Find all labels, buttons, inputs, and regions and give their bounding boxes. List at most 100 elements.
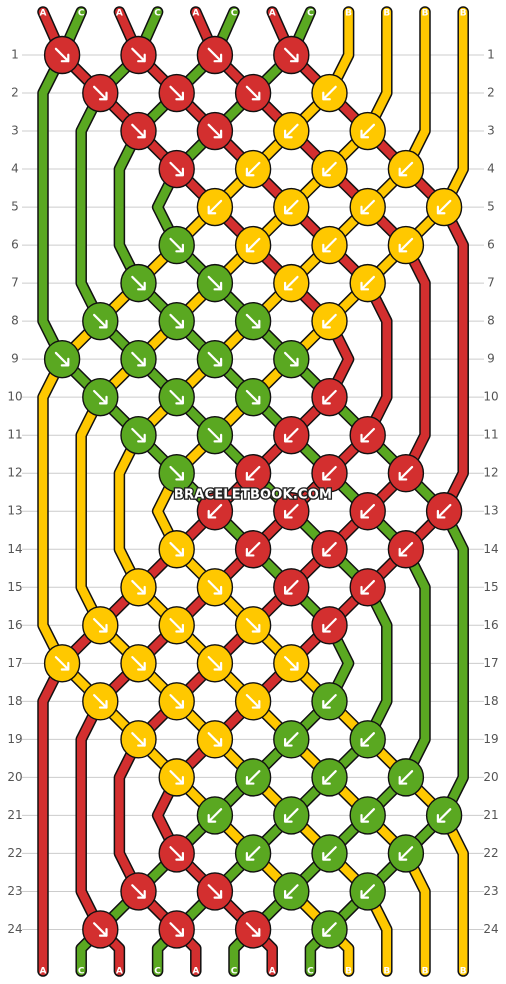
arrow-down-right-icon <box>207 123 223 139</box>
arrow-down-right-icon <box>54 656 70 671</box>
row-number-right: 6 <box>487 238 495 252</box>
knot <box>158 834 195 873</box>
knot <box>425 796 463 835</box>
row-number-left: 17 <box>7 656 22 670</box>
row-number-left: 10 <box>7 390 22 404</box>
arrow-down-left-icon <box>284 808 299 823</box>
arrow-down-right-icon <box>207 579 223 595</box>
arrow-down-right-icon <box>93 85 108 101</box>
row-number-right: 24 <box>483 922 498 936</box>
arrow-down-right-icon <box>207 656 223 671</box>
string-labels: A C A C A C A C B B B B A C A C A C A C B B B B <box>40 9 467 977</box>
knot <box>196 492 234 531</box>
knot <box>387 454 425 493</box>
arrow-down-right-icon <box>169 313 184 329</box>
arrow-down-right-icon <box>93 694 108 709</box>
knot <box>311 910 348 949</box>
row-number-right: 23 <box>483 884 498 898</box>
arrow-down-left-icon <box>322 85 337 101</box>
knot <box>120 339 157 379</box>
knot <box>273 187 310 227</box>
row-number-left: 12 <box>7 466 22 480</box>
row-number-right: 10 <box>483 390 498 404</box>
knot <box>82 606 119 645</box>
knot <box>273 492 310 531</box>
knot <box>196 263 234 303</box>
arrow-down-left-icon <box>284 503 299 519</box>
arrow-down-right-icon <box>207 47 223 63</box>
arrow-down-right-icon <box>245 922 261 937</box>
arrow-down-left-icon <box>322 770 337 785</box>
arrow-down-right-icon <box>207 275 223 291</box>
top-string-label: B <box>460 9 467 19</box>
arrow-down-right-icon <box>131 123 146 139</box>
row-number-right: 12 <box>483 466 498 480</box>
row-number-right: 8 <box>487 314 495 328</box>
row-number-right: 5 <box>487 200 495 214</box>
knot <box>349 111 386 151</box>
arrow-down-right-icon <box>131 884 146 899</box>
knot <box>196 339 234 379</box>
row-number-right: 21 <box>483 808 498 822</box>
arrow-down-left-icon <box>245 237 261 253</box>
bottom-string-label: A <box>269 967 276 977</box>
knot <box>158 910 195 949</box>
row-number-left: 4 <box>11 162 19 176</box>
top-string-label: B <box>345 9 352 19</box>
knot <box>311 682 348 721</box>
knot <box>120 568 157 607</box>
knot <box>120 111 157 151</box>
knot <box>349 568 386 607</box>
row-number-left: 22 <box>7 846 22 860</box>
knot <box>273 263 310 303</box>
knot <box>387 149 425 189</box>
row-number-left: 1 <box>11 48 19 62</box>
knot <box>120 872 157 911</box>
arrow-down-right-icon <box>169 541 184 557</box>
bottom-string-label: C <box>78 967 85 977</box>
row-number-right: 20 <box>483 770 498 784</box>
knot <box>311 149 348 189</box>
knot <box>273 796 310 835</box>
knot <box>311 454 348 493</box>
arrow-down-left-icon <box>360 808 375 823</box>
arrow-down-left-icon <box>322 313 337 329</box>
knot <box>273 416 310 455</box>
arrow-down-left-icon <box>322 465 337 481</box>
arrow-down-right-icon <box>207 351 223 367</box>
knot <box>273 568 310 607</box>
row-number-left: 20 <box>7 770 22 784</box>
arrow-down-right-icon <box>284 47 299 63</box>
arrow-down-left-icon <box>284 275 299 291</box>
arrow-down-right-icon <box>169 770 184 785</box>
arrow-down-left-icon <box>322 541 337 557</box>
knot <box>82 377 119 417</box>
arrow-down-right-icon <box>169 389 184 405</box>
knot <box>387 834 425 873</box>
arrow-down-left-icon <box>436 808 452 823</box>
arrow-down-left-icon <box>284 199 299 215</box>
knot <box>311 758 348 797</box>
knot <box>349 187 386 227</box>
arrow-down-right-icon <box>169 618 184 633</box>
arrow-down-left-icon <box>398 237 414 253</box>
arrow-down-left-icon <box>207 199 223 215</box>
knot <box>82 73 119 113</box>
knot <box>196 644 234 683</box>
row-number-left: 2 <box>11 86 19 100</box>
arrow-down-left-icon <box>322 846 337 861</box>
arrow-down-left-icon <box>322 237 337 253</box>
row-number-right: 13 <box>483 504 498 518</box>
arrow-down-right-icon <box>169 694 184 709</box>
bottom-string-label: B <box>345 967 352 977</box>
knot <box>43 35 81 75</box>
knot <box>120 263 157 303</box>
knot <box>273 644 310 683</box>
arrow-down-left-icon <box>398 465 414 481</box>
arrow-down-left-icon <box>360 503 375 519</box>
bottom-string-label: B <box>383 967 390 977</box>
arrow-down-right-icon <box>245 618 261 633</box>
row-number-left: 13 <box>7 504 22 518</box>
top-string-label: A <box>116 9 123 19</box>
top-string-label: B <box>422 9 429 19</box>
